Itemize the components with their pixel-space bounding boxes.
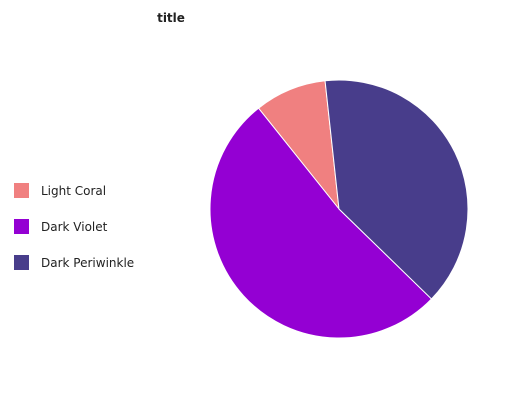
legend-label: Light Coral (41, 184, 106, 198)
chart-title: title (157, 11, 185, 25)
pie-slices (209, 79, 469, 339)
legend-item: Light Coral (14, 183, 106, 198)
legend-label: Dark Periwinkle (41, 256, 134, 270)
legend: Light Coral Dark Violet Dark Periwinkle (14, 183, 134, 270)
legend-swatch (14, 183, 29, 198)
legend-swatch (14, 255, 29, 270)
legend-label: Dark Violet (41, 220, 108, 234)
legend-item: Dark Violet (14, 219, 108, 234)
legend-swatch (14, 219, 29, 234)
pie-slice-dark-periwinkle (324, 79, 469, 300)
pie-slice-dark-violet (209, 107, 433, 339)
legend-item: Dark Periwinkle (14, 255, 134, 270)
